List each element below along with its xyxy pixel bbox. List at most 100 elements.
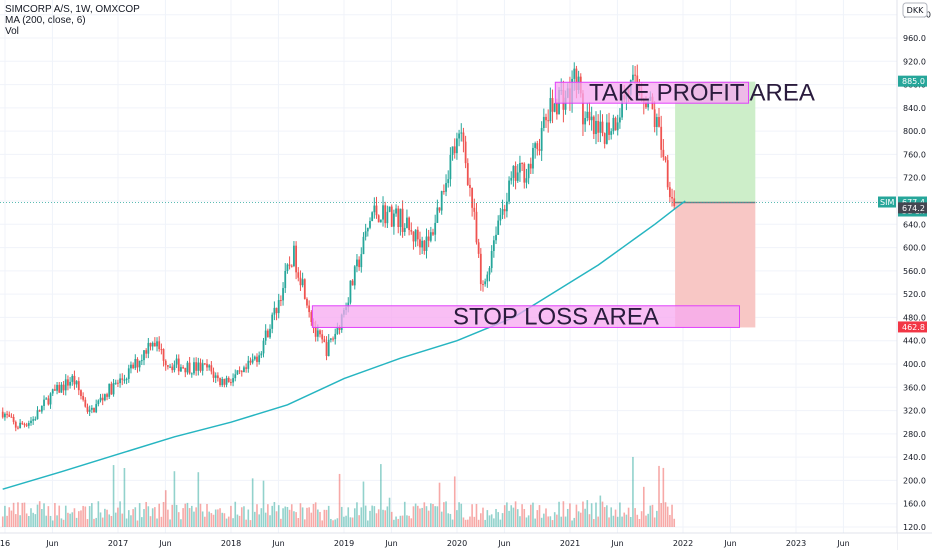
time-tick-label: 2019 bbox=[334, 539, 354, 548]
volume-bar bbox=[629, 516, 632, 527]
volume-bar bbox=[564, 516, 567, 527]
candle-body bbox=[456, 138, 458, 154]
volume-bar bbox=[12, 502, 15, 527]
volume-bar bbox=[162, 501, 165, 527]
volume-bar bbox=[54, 503, 56, 527]
candle-body bbox=[384, 205, 387, 224]
volume-bar bbox=[169, 519, 171, 527]
candle-body bbox=[319, 330, 321, 335]
time-axis[interactable]: 16 Jun 2017 Jun 2018 Jun 2019 Jun 2020 Jun 2021 Jun… bbox=[0, 532, 932, 550]
volume-bar bbox=[490, 514, 493, 527]
candle-body bbox=[479, 253, 482, 285]
volume-bar bbox=[256, 504, 258, 527]
volume-bar bbox=[88, 506, 91, 527]
candle-body bbox=[166, 365, 169, 367]
candle-body bbox=[130, 364, 132, 369]
price-axis[interactable]: 1000.0960.0920.0880.0840.0800.0760.0720.… bbox=[896, 0, 932, 550]
volume-bar bbox=[84, 506, 87, 527]
volume-bar bbox=[403, 501, 406, 527]
volume-bar bbox=[419, 508, 421, 527]
candle-body bbox=[290, 265, 293, 267]
volume-bar bbox=[204, 516, 206, 527]
volume-bar bbox=[206, 503, 208, 527]
candle-body bbox=[249, 360, 252, 363]
volume-bar bbox=[141, 517, 143, 527]
ma-indicator-label[interactable]: MA (200, close, 6) bbox=[5, 15, 86, 26]
candle-body bbox=[575, 68, 578, 91]
volume-bar bbox=[143, 509, 145, 527]
candle-body bbox=[369, 221, 371, 228]
volume-bar bbox=[6, 515, 8, 527]
candle-body bbox=[601, 121, 604, 134]
candle-body bbox=[588, 111, 591, 121]
price-tag-bg bbox=[898, 321, 927, 333]
volume-bar bbox=[199, 503, 202, 527]
volume-indicator-label[interactable]: Vol bbox=[5, 26, 19, 37]
candle-body bbox=[138, 360, 141, 368]
volume-bar bbox=[330, 518, 332, 527]
volume-bar bbox=[632, 456, 634, 527]
volume-bar bbox=[634, 508, 636, 527]
candle-body bbox=[603, 133, 606, 144]
volume-bar bbox=[286, 507, 289, 527]
candle-body bbox=[6, 413, 8, 415]
candle-body bbox=[412, 231, 415, 242]
volume-bar bbox=[188, 508, 191, 527]
volume-bar bbox=[332, 520, 334, 527]
candle-body bbox=[471, 188, 474, 208]
volume-bar bbox=[523, 508, 526, 527]
candle-body bbox=[232, 378, 234, 383]
volume-bar bbox=[149, 516, 152, 527]
time-tick-label: 16 bbox=[0, 539, 10, 548]
candle-body bbox=[564, 97, 567, 110]
volume-bar bbox=[549, 516, 552, 527]
volume-bar bbox=[440, 511, 443, 527]
candle-body bbox=[425, 236, 428, 251]
volume-bar bbox=[360, 507, 363, 527]
stop-loss-zone bbox=[311, 305, 740, 328]
candle-body bbox=[499, 214, 502, 221]
candle-body bbox=[34, 419, 37, 421]
volume-bar bbox=[493, 518, 495, 527]
price-tick-label: 440.0 bbox=[903, 337, 926, 346]
candle-body bbox=[610, 131, 613, 135]
candle-body bbox=[645, 102, 647, 108]
stop-loss-label: STOP LOSS AREA bbox=[453, 304, 659, 331]
volume-bar bbox=[384, 510, 387, 527]
ma-200-line bbox=[2, 200, 686, 490]
candle-body bbox=[647, 100, 650, 108]
volume-bar bbox=[529, 504, 532, 527]
volume-bar bbox=[67, 512, 69, 527]
candle-body bbox=[132, 364, 135, 369]
candle-body bbox=[438, 207, 441, 211]
volume-bar bbox=[545, 508, 547, 527]
candle-body bbox=[379, 219, 382, 223]
zones[interactable]: TAKE PROFIT AREA STOP LOSS AREA bbox=[311, 80, 815, 331]
volume-bar bbox=[125, 518, 128, 527]
candle-body bbox=[271, 314, 274, 329]
symbol-title[interactable]: SIMCORP A/S, 1W, OMXCOP bbox=[5, 4, 140, 15]
candle-body bbox=[177, 358, 180, 372]
volume-bar bbox=[521, 504, 523, 527]
candle-body bbox=[77, 381, 80, 391]
volume-bar bbox=[560, 516, 563, 527]
volume-bar bbox=[416, 505, 419, 527]
candle-body bbox=[8, 414, 11, 417]
volume-bar bbox=[395, 516, 397, 527]
volume-bar bbox=[190, 505, 193, 527]
volume-bar bbox=[393, 519, 395, 527]
candle-body bbox=[406, 217, 408, 228]
take-profit-zone bbox=[554, 81, 750, 104]
candle-body bbox=[551, 98, 554, 112]
candle-body bbox=[510, 177, 513, 181]
long-position-tool[interactable] bbox=[675, 81, 756, 328]
take-profit-label: TAKE PROFIT AREA bbox=[589, 80, 815, 107]
volume-bar bbox=[471, 504, 473, 527]
volume-bar bbox=[271, 505, 274, 527]
candle-body bbox=[458, 133, 460, 139]
volume-bar bbox=[356, 502, 358, 527]
candle-body bbox=[151, 342, 154, 347]
candle-body bbox=[503, 209, 506, 212]
candle-body bbox=[310, 312, 313, 322]
